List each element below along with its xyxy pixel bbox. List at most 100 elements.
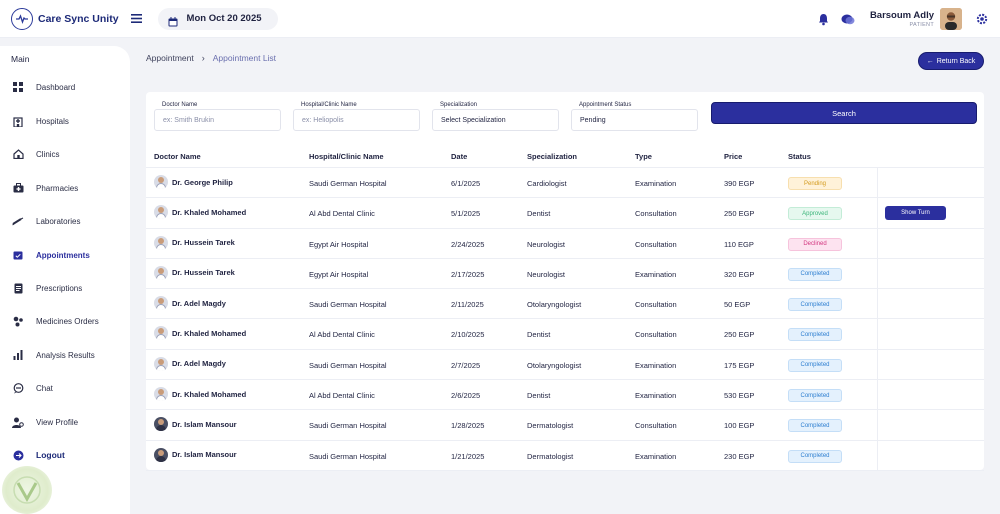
sidebar-item-analysis-results[interactable]: Analysis Results	[0, 344, 130, 366]
sidebar-item-chat[interactable]: Chat	[0, 377, 130, 399]
appointments-table-body: Dr. George Philip Saudi German Hospital 6/…	[146, 168, 984, 471]
table-row[interactable]: Dr. Islam Mansour Saudi German Hospital 1/…	[146, 410, 984, 441]
date-cell: 2/11/2025	[451, 300, 484, 310]
sidebar-item-medicines-orders[interactable]: Medicines Orders	[0, 310, 130, 332]
table-row[interactable]: Dr. Hussein Tarek Egypt Air Hospital 2/17/…	[146, 258, 984, 290]
doctor-name: Dr. Adel Magdy	[172, 298, 226, 308]
sidebar-section-title: Main	[11, 54, 30, 64]
sidebar-item-hospitals[interactable]: Hospitals	[0, 110, 130, 132]
hospital-filter: Hospital/Clinic Name ex: Heliopolis	[293, 102, 420, 131]
hospital-cell: Al Abd Dental Clinic	[309, 391, 375, 401]
sidebar-item-clinics[interactable]: Clinics	[0, 143, 130, 165]
price-cell: 100 EGP	[724, 421, 755, 431]
doctor-cell: Dr. Hussein Tarek	[154, 265, 235, 280]
sidebar-item-dashboard[interactable]: Dashboard	[0, 76, 130, 98]
user-gear-icon	[12, 416, 24, 428]
sidebar-item-pharmacies[interactable]: Pharmacies	[0, 177, 130, 199]
doctor-cell: Dr. Adel Magdy	[154, 356, 226, 371]
sidebar-item-laboratories[interactable]: Laboratories	[0, 210, 130, 232]
column-divider	[877, 410, 878, 440]
specialization-filter-label: Specialization	[440, 102, 478, 108]
specialization-cell: Neurologist	[527, 239, 565, 249]
hospital-cell: Egypt Air Hospital	[309, 239, 369, 249]
specialization-select[interactable]: Select Specialization	[432, 109, 559, 131]
doctor-avatar	[154, 447, 168, 462]
arrow-left-icon: ←	[926, 57, 934, 65]
status-select[interactable]: Pending	[571, 109, 698, 131]
appointments-panel: Doctor Name ex: Smith Brukin Hospital/Cl…	[146, 92, 984, 471]
date-cell: 1/21/2025	[451, 451, 485, 461]
return-back-button[interactable]: ← Return Back	[918, 52, 984, 70]
column-divider	[877, 289, 878, 319]
chat-icon	[12, 382, 24, 394]
breadcrumb-root[interactable]: Appointment	[146, 53, 194, 63]
return-back-label: Return Back	[936, 57, 976, 65]
table-row[interactable]: Dr. Khaled Mohamed Al Abd Dental Clinic 5/…	[146, 198, 984, 229]
type-cell: Consultation	[635, 239, 677, 249]
status-badge: Declined	[788, 237, 842, 251]
table-row[interactable]: Dr. Khaled Mohamed Al Abd Dental Clinic 2/…	[146, 319, 984, 350]
column-divider	[877, 440, 878, 470]
hospital-cell: Al Abd Dental Clinic	[309, 330, 375, 340]
hospital-name-input[interactable]: ex: Heliopolis	[293, 109, 420, 131]
date-cell: 2/7/2025	[451, 360, 481, 370]
type-cell: Examination	[635, 269, 677, 279]
doctor-name: Dr. Islam Mansour	[172, 419, 237, 429]
table-row[interactable]: Dr. George Philip Saudi German Hospital 6/…	[146, 168, 984, 199]
logout-icon	[12, 449, 24, 461]
price-cell: 320 EGP	[724, 269, 755, 279]
current-date-pill: Mon Oct 20 2025	[157, 7, 278, 30]
table-row[interactable]: Dr. Adel Magdy Saudi German Hospital 2/7/2…	[146, 349, 984, 381]
calendar-check-icon	[12, 249, 24, 261]
sidebar-item-label: Medicines Orders	[36, 316, 99, 326]
doctor-name: Dr. Islam Mansour	[172, 450, 237, 460]
sidebar-item-appointments[interactable]: Appointments	[0, 244, 130, 266]
price-cell: 530 EGP	[724, 391, 755, 401]
doctor-name: Dr. Adel Magdy	[172, 359, 226, 369]
table-row[interactable]: Dr. Islam Mansour Saudi German Hospital 1/…	[146, 440, 984, 471]
doctor-name-input[interactable]: ex: Smith Brukin	[154, 109, 281, 131]
sidebar-item-label: Dashboard	[36, 82, 76, 92]
column-divider	[877, 258, 878, 289]
sidebar-item-label: Hospitals	[36, 116, 69, 126]
price-cell: 175 EGP	[724, 360, 755, 370]
table-row[interactable]: Dr. Adel Magdy Saudi German Hospital 2/11/…	[146, 289, 984, 320]
calendar-icon	[168, 14, 178, 26]
status-badge: Completed	[788, 449, 842, 463]
date-cell: 2/10/2025	[451, 330, 485, 340]
hospital-cell: Saudi German Hospital	[309, 300, 387, 310]
table-row[interactable]: Dr. Hussein Tarek Egypt Air Hospital 2/24/…	[146, 228, 984, 259]
breadcrumb: Appointment › Appointment List	[146, 53, 276, 63]
messages-icon[interactable]	[840, 11, 856, 27]
column-divider	[877, 349, 878, 380]
hospital-cell: Saudi German Hospital	[309, 179, 387, 188]
sidebar-item-view-profile[interactable]: View Profile	[0, 411, 130, 433]
app-logo[interactable]: Care Sync Unity	[11, 7, 119, 30]
user-info[interactable]: Barsoum Adly PATIENT	[870, 10, 934, 28]
doctor-cell: Dr. Khaled Mohamed	[154, 326, 246, 341]
status-badge: Completed	[788, 389, 842, 403]
settings-gear-icon[interactable]	[974, 11, 990, 27]
type-cell: Examination	[635, 391, 677, 401]
doctor-filter-label: Doctor Name	[162, 102, 198, 108]
hamburger-menu-icon[interactable]	[130, 12, 144, 26]
sidebar-item-logout[interactable]: Logout	[0, 444, 130, 466]
type-cell: Consultation	[635, 300, 677, 310]
user-avatar[interactable]	[940, 8, 962, 30]
column-divider	[877, 198, 878, 228]
type-cell: Examination	[635, 451, 677, 461]
search-button[interactable]: Search	[711, 102, 977, 124]
sidebar: Main Dashboard Hospitals Clinics Pharmac…	[0, 46, 130, 514]
column-divider	[877, 380, 878, 410]
show-turn-button[interactable]: Show Turn	[885, 206, 946, 221]
doctor-cell: Dr. Khaled Mohamed	[154, 387, 246, 402]
table-row[interactable]: Dr. Khaled Mohamed Al Abd Dental Clinic 2/…	[146, 380, 984, 411]
status-filter: Appointment Status Pending	[571, 102, 698, 131]
specialization-cell: Dermatologist	[527, 451, 574, 461]
sidebar-item-label: View Profile	[36, 417, 79, 427]
notification-bell-icon[interactable]	[816, 11, 832, 27]
hospital-cell: Saudi German Hospital	[309, 451, 387, 461]
sidebar-item-prescriptions[interactable]: Prescriptions	[0, 277, 130, 299]
specialization-cell: Dentist	[527, 330, 551, 340]
status-badge: Completed	[788, 328, 842, 342]
